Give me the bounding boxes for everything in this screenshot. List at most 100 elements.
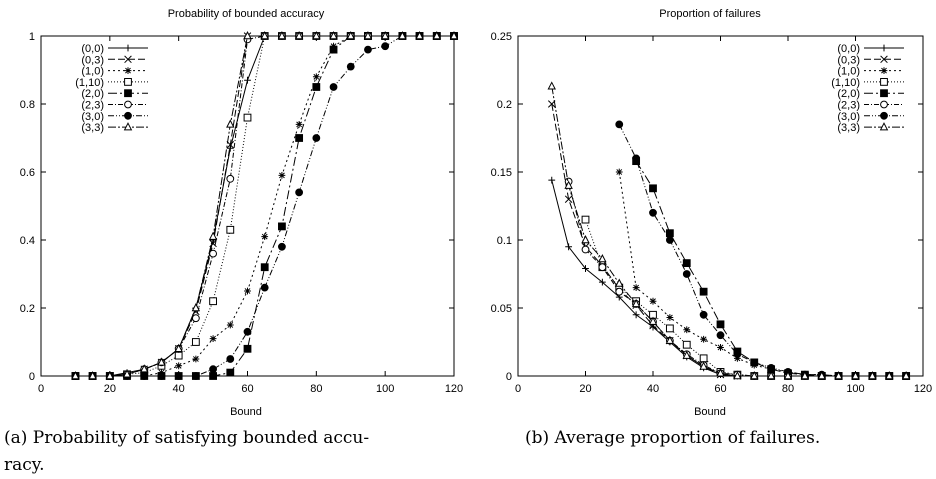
chart-title: Proportion of failures (659, 8, 761, 20)
data-point (243, 344, 252, 353)
data-point (783, 371, 793, 380)
data-point (191, 338, 200, 346)
data-point (88, 371, 97, 380)
x-axis-label: Bound (230, 406, 262, 418)
data-point (716, 320, 725, 329)
data-point (295, 188, 304, 197)
x-tick-label: 100 (846, 383, 864, 395)
data-point (766, 371, 776, 380)
data-point (208, 231, 218, 240)
data-point (174, 372, 183, 380)
figure-captions: (a) Probability of satisfying bounded ac… (4, 428, 820, 475)
series-line (635, 160, 907, 377)
legend-label: (3,0) (81, 111, 104, 123)
y-tick-label: 0 (506, 371, 512, 383)
data-point (260, 263, 269, 272)
data-point (699, 287, 708, 296)
data-point (295, 134, 304, 142)
legend-marker (880, 100, 888, 109)
x-tick-label: 100 (376, 383, 394, 395)
legend: (0,0)(0,3)(1,0)(1,10)(2,0)(2,3)(3,0)(3,3… (75, 43, 148, 134)
data-point (191, 314, 200, 323)
data-point (699, 361, 708, 370)
data-point (615, 120, 624, 129)
legend-label: (0,0) (837, 43, 860, 55)
legend-label: (3,3) (81, 122, 104, 134)
data-point (209, 335, 217, 342)
data-point (851, 371, 860, 380)
legend-label: (3,3) (837, 122, 860, 134)
legend-marker (880, 111, 888, 120)
series-3-0 (615, 120, 911, 380)
data-point (750, 371, 759, 380)
y-tick-label: 0.15 (491, 167, 512, 179)
data-point (649, 208, 657, 217)
data-point (415, 31, 424, 40)
data-point (582, 265, 589, 272)
data-point (901, 371, 911, 380)
series-line (75, 35, 454, 377)
data-point (665, 236, 674, 244)
data-point (666, 314, 674, 321)
data-point (209, 365, 217, 374)
data-point (140, 364, 149, 373)
data-point (260, 31, 269, 40)
data-point (649, 297, 657, 305)
legend-marker (124, 89, 132, 98)
data-point (329, 31, 338, 40)
data-point (294, 31, 304, 40)
legend: (0,0)(0,3)(1,0)(1,10)(2,0)(2,3)(3,0)(3,3… (831, 43, 904, 134)
data-point (548, 176, 556, 184)
chart-panel-b: Proportion of failures Bound 0 20 40 60 80 10… (491, 8, 933, 418)
data-point (226, 119, 235, 128)
data-point (615, 168, 623, 176)
data-point (632, 284, 640, 291)
data-point (243, 113, 252, 122)
legend-marker (880, 89, 888, 98)
x-tick-label: 20 (104, 383, 116, 395)
data-point (868, 371, 877, 380)
data-point (381, 42, 390, 51)
x-tick-label: 60 (241, 383, 253, 395)
data-point (278, 172, 286, 179)
data-point (312, 31, 321, 40)
legend-marker (880, 44, 888, 52)
legend-marker (124, 44, 132, 52)
y-tick-label: 0.1 (497, 235, 512, 247)
caption-b: (b) Average proportion of failures. (525, 428, 820, 448)
data-point (547, 81, 556, 90)
data-point (581, 235, 590, 244)
legend-label: (3,0) (837, 111, 860, 123)
legend-marker (880, 67, 888, 74)
data-point (648, 316, 658, 325)
series-line (75, 35, 454, 377)
series-1-0 (615, 168, 910, 380)
data-point (615, 287, 624, 296)
data-point (683, 326, 691, 334)
data-point (665, 229, 674, 238)
data-point (363, 31, 373, 40)
legend-marker (124, 55, 132, 64)
data-point (733, 350, 742, 359)
y-tick-label: 0.8 (20, 99, 35, 111)
x-axis-label: Bound (694, 406, 726, 418)
data-point (278, 222, 286, 231)
chart-panel-a: Probability of bounded accuracy Bound 0 2… (20, 8, 463, 418)
data-point (140, 372, 149, 380)
y-tick-label: 1 (29, 31, 35, 43)
legend-marker (124, 111, 132, 120)
series-line (551, 86, 907, 377)
data-point (105, 371, 115, 380)
data-point (615, 278, 624, 287)
series-line (618, 124, 907, 377)
x-tick-label: 0 (38, 383, 44, 395)
y-tick-label: 0.2 (497, 99, 512, 111)
data-point (564, 180, 573, 189)
data-point (191, 372, 200, 380)
data-point (157, 372, 166, 380)
data-point (565, 243, 573, 251)
x-tick-label: 120 (914, 383, 932, 395)
data-point (295, 121, 303, 128)
data-point (682, 270, 691, 278)
